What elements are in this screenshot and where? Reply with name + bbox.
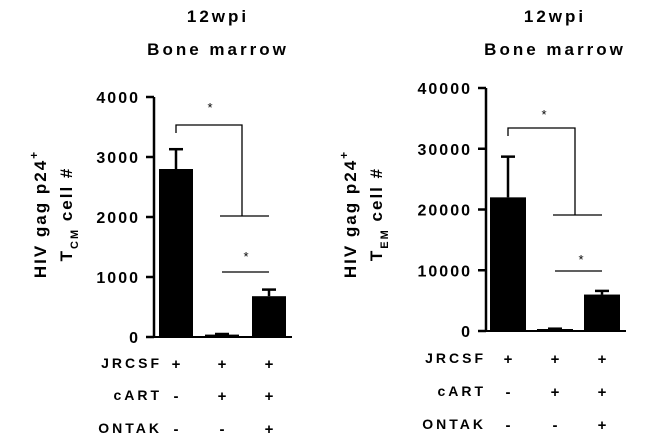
chart-left-ytick-label: 3000 <box>96 150 140 167</box>
chart-left-bar <box>205 334 239 337</box>
condition-value: + <box>551 351 560 368</box>
condition-value: + <box>218 388 227 405</box>
chart-left-ylabel-sub: CM <box>69 228 81 249</box>
chart-right: 12wpi Bone marrow HIV gag p24+ TEM cell … <box>337 7 626 341</box>
chart-right-ylabel-sup: + <box>337 150 351 159</box>
chart-right-ylabel-sub: EM <box>379 228 391 249</box>
condition-value: + <box>598 351 607 368</box>
chart-right-ylabel-line1: HIV gag p24+ <box>337 150 360 278</box>
chart-right-ylabel-rest: cell # <box>367 167 386 228</box>
chart-right-ytick-label: 10000 <box>418 263 473 280</box>
condition-value: + <box>598 417 607 434</box>
condition-value: + <box>551 384 560 401</box>
chart-left: 12wpi Bone marrow HIV gag p24+ TCM cell … <box>27 7 292 347</box>
condition-value: + <box>504 351 513 368</box>
chart-right-subtitle: Bone marrow <box>484 40 626 59</box>
condition-label-ontak: ONTAK <box>422 416 486 432</box>
chart-right-significance-star: * <box>578 252 583 267</box>
chart-left-ylabel-main: HIV gag p24 <box>31 159 50 278</box>
chart-left-significance-star: * <box>207 100 212 115</box>
chart-left-ytick-label: 4000 <box>96 90 140 107</box>
chart-left-ylabel-sup: + <box>27 150 41 159</box>
chart-left-ytick-label: 2000 <box>96 210 140 227</box>
condition-value: + <box>265 388 274 405</box>
chart-right-ylabel-t: T <box>367 249 386 261</box>
chart-left-ytick-label: 0 <box>129 330 140 347</box>
chart-right-ytick-label: 0 <box>461 324 472 341</box>
chart-left-significance-bracket <box>175 124 269 217</box>
condition-value: + <box>265 421 274 438</box>
chart-right-ytick-label: 20000 <box>418 203 473 220</box>
chart-left-ylabel-t: T <box>57 249 76 261</box>
chart-right-ytick-label: 30000 <box>418 142 473 159</box>
chart-left-ytick-label: 1000 <box>96 270 140 287</box>
chart-right-ylabel-main: HIV gag p24 <box>341 159 360 278</box>
condition-value: - <box>553 417 558 434</box>
condition-label-jrcsf: JRCSF <box>425 350 486 366</box>
condition-value: - <box>506 384 511 401</box>
conditions-table-left: JRCSF + + +cART - + +ONTAK - - + <box>98 355 273 438</box>
chart-right-title: 12wpi <box>524 7 586 26</box>
condition-value: - <box>220 421 225 438</box>
condition-label-ontak: ONTAK <box>98 420 162 436</box>
chart-left-marks: 0 1000 2000 3000 4000 * * <box>96 90 292 347</box>
condition-label-cart: cART <box>437 383 486 399</box>
chart-right-bar <box>584 294 620 331</box>
chart-left-subtitle: Bone marrow <box>147 40 289 59</box>
chart-left-ylabel-line1: HIV gag p24+ <box>27 150 50 278</box>
chart-left-bar <box>252 296 286 337</box>
condition-value: + <box>218 356 227 373</box>
condition-value: - <box>506 417 511 434</box>
chart-right-significance-bracket <box>507 127 602 216</box>
chart-left-significance-star: * <box>243 249 248 264</box>
chart-left-title: 12wpi <box>187 7 249 26</box>
condition-value: + <box>172 356 181 373</box>
chart-left-ylabel-rest: cell # <box>57 167 76 228</box>
chart-right-ylabel-line2: TEM cell # <box>367 167 391 261</box>
chart-right-ytick-label: 40000 <box>418 81 473 98</box>
condition-label-cart: cART <box>113 387 162 403</box>
condition-value: + <box>265 356 274 373</box>
condition-value: + <box>598 384 607 401</box>
chart-right-significance-star: * <box>541 107 546 122</box>
chart-left-bar <box>159 169 193 337</box>
condition-value: - <box>174 388 179 405</box>
chart-right-marks: 0 10000 20000 30000 40000 * * <box>418 81 626 341</box>
condition-label-jrcsf: JRCSF <box>101 355 162 371</box>
chart-right-bar <box>537 329 573 331</box>
conditions-table-right: JRCSF + + + cART - + + ONTAK - - + <box>422 350 606 434</box>
chart-left-ylabel-line2: TCM cell # <box>57 167 81 262</box>
condition-value: - <box>174 421 179 438</box>
chart-right-bar <box>490 197 526 331</box>
